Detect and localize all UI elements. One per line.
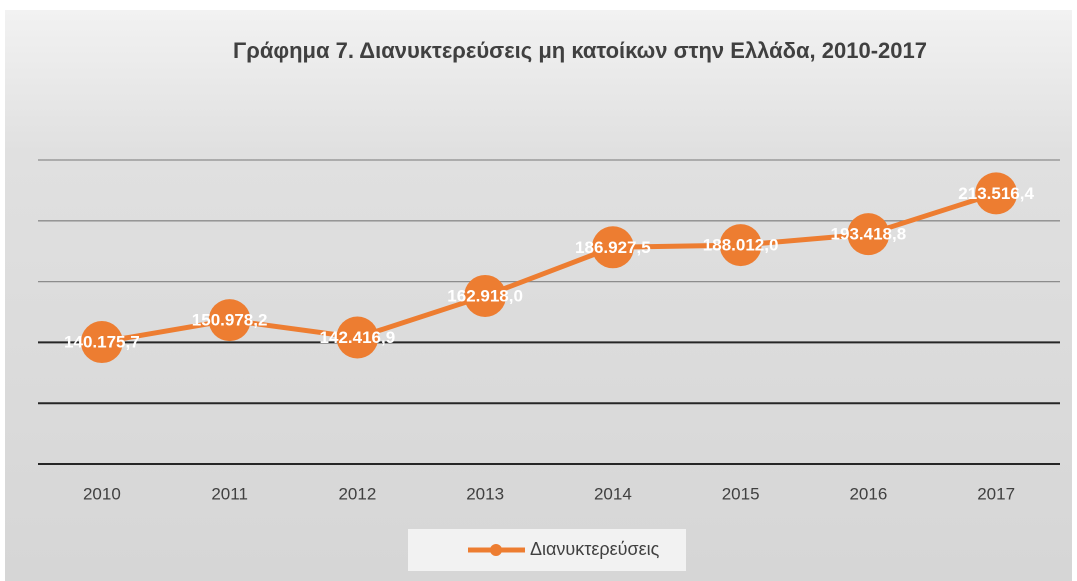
point-marker [847,213,890,256]
x-tick-label: 2016 [849,484,887,503]
point-marker [591,226,634,269]
data-label: 213.516,4 [958,184,1034,203]
data-label: 162.918,0 [447,286,523,305]
chart-background [5,10,1072,581]
legend-label: Διανυκτερεύσεις [530,539,660,559]
legend-box [408,529,686,571]
x-tick-label: 2015 [722,484,760,503]
data-label: 142.416,9 [320,328,396,347]
x-tick-label: 2014 [594,484,632,503]
x-tick-label: 2013 [466,484,504,503]
data-label: 140.175,7 [64,333,140,352]
chart-title: Γράφημα 7. Διανυκτερεύσεις μη κατοίκων σ… [233,38,927,63]
x-tick-label: 2012 [338,484,376,503]
data-label: 188.012,0 [703,236,779,255]
data-label: 193.418,8 [831,225,907,244]
point-marker [464,274,507,317]
point-marker [208,299,251,342]
point-marker [975,172,1018,215]
data-label: 150.978,2 [192,311,268,330]
x-tick-label: 2010 [83,484,121,503]
legend-marker [490,544,502,556]
point-marker [80,321,123,364]
data-label: 186.927,5 [575,238,651,257]
series-line [101,191,997,345]
x-tick-label: 2011 [211,484,248,503]
point-marker [336,316,379,359]
point-marker [719,224,762,267]
x-tick-label: 2017 [977,484,1015,503]
